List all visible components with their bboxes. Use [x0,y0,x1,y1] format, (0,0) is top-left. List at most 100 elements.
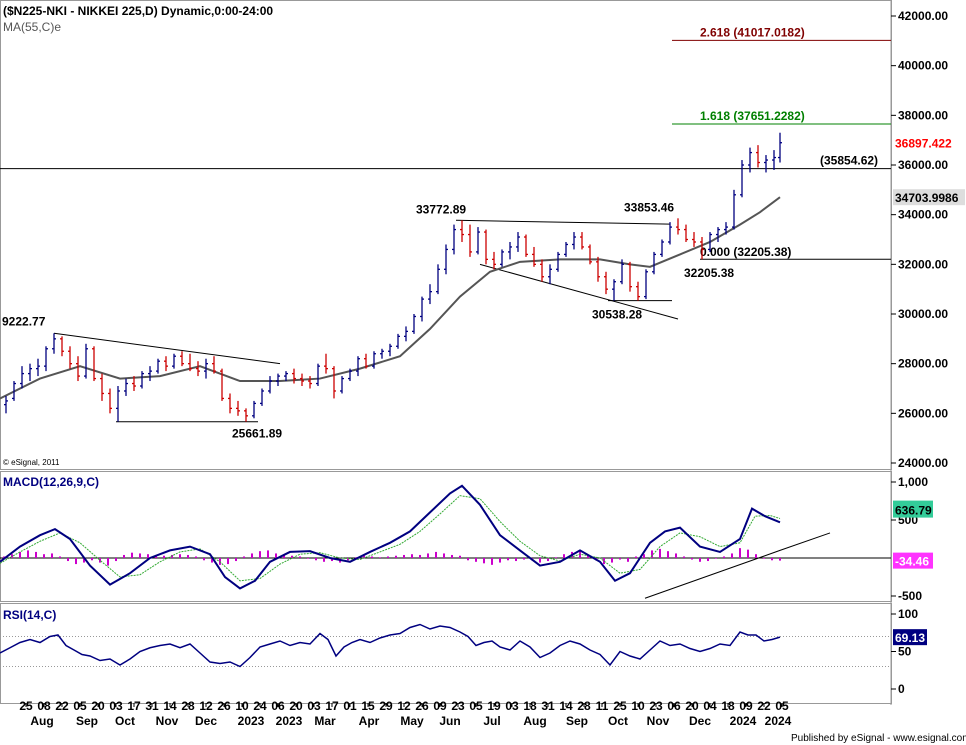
x-day-label: 23 [649,699,663,713]
x-day-label: 17 [127,699,141,713]
x-day-label: 26 [415,699,429,713]
x-day-label: 11 [596,699,609,713]
price-annotations: 9222.77 25661.89 33772.89 33853.46 32205.38 3… [2,200,734,440]
x-day-label: 08 [37,699,51,713]
upper-channel-aug-dec [53,332,281,365]
price-tick-label: 26000.00 [898,406,948,420]
price-tick-label: 38000.00 [898,108,948,122]
lower-channel-jun-nov [479,263,679,320]
x-day-label: 03 [505,699,519,713]
x-month-label: Nov [156,714,179,728]
x-month-label: Apr [359,714,380,728]
price-trendlines [53,219,679,423]
x-month-label: Nov [647,714,670,728]
rsi-last-box [893,629,927,646]
resistance-label: (35854.62) [820,154,878,168]
x-month-label: Sep [566,714,588,728]
x-month-label: Jun [439,714,460,728]
macd-panel-frame [0,471,892,602]
x-month-label: 2023 [238,714,265,728]
price-tick-label: 24000.00 [898,456,948,470]
chart-title: ($N225-NKI - NIKKEI 225,D) Dynamic,0:00-… [3,4,273,18]
price-tick-label: 32000.00 [898,257,948,271]
price-annotation: 30538.28 [592,308,642,322]
x-day-label: 23 [451,699,465,713]
x-day-label: 05 [775,699,789,713]
x-day-label: 31 [541,699,555,713]
macd-hist-last-label: -34.46 [895,555,929,569]
x-day-label: 06 [667,699,681,713]
x-day-label: 10 [235,699,249,713]
rsi-title: RSI(14,C) [3,608,56,622]
macd-last-label: 636.79 [895,504,932,518]
x-day-label: 09 [739,699,753,713]
x-month-label: Dec [195,714,217,728]
x-axis: 25 08 22 05 20 03 17 31 14 28 12 26 10 24 06 20 03 17 01 15… [19,699,791,728]
rsi-panel-frame [0,603,892,704]
price-annotation: 9222.77 [2,314,46,328]
x-day-label: 20 [289,699,303,713]
ma55-line [0,196,781,400]
price-tick-label: 42000.00 [898,9,948,23]
price-tick-label: 40000.00 [898,59,948,73]
ma-legend: MA(55,C)e [3,20,61,34]
x-month-label: 2024 [765,714,792,728]
price-annotation: 33772.89 [416,202,466,216]
x-month-label: Jul [483,714,500,728]
x-month-label: Mar [314,714,336,728]
rsi-tick-label: 50 [898,645,912,659]
x-day-label: 09 [433,699,447,713]
fib-zero-label: 0.000 (32205.38) [700,245,791,259]
x-day-label: 12 [199,699,213,713]
x-day-label: 06 [271,699,285,713]
rsi-line [0,623,781,668]
price-tick-label: 28000.00 [898,357,948,371]
x-day-label: 12 [397,699,411,713]
x-day-label: 18 [721,699,735,713]
fib-level-label: 1.618 (37651.2282) [700,109,805,123]
x-day-label: 14 [559,699,573,713]
rsi-layer: 100 50 0 69.13 [0,607,927,696]
x-month-label: Sep [76,714,98,728]
price-axis: 42000.00 40000.00 38000.00 36000.00 34000.00… [891,9,965,470]
macd-tick-label: -500 [898,589,922,603]
x-month-label: Aug [523,714,546,728]
x-month-label: Dec [689,714,711,728]
x-day-label: 25 [19,699,33,713]
x-day-label: 22 [55,699,69,713]
price-tick-label: 30000.00 [898,307,948,321]
x-day-label: 10 [631,699,645,713]
x-day-label: 25 [613,699,627,713]
x-month-label: 2024 [730,714,757,728]
x-day-label: 24 [253,699,267,713]
last-ma-label: 34703.9986 [895,191,959,205]
rsi-tick-label: 0 [898,682,905,696]
x-month-label: Oct [608,714,628,728]
macd-hist-last-box [893,552,933,569]
macd-title: MACD(12,26,9,C) [3,475,99,489]
x-day-label: 03 [109,699,123,713]
x-month-label: 2023 [276,714,303,728]
price-annotation: 33853.46 [624,200,674,214]
macd-trend-line [644,532,831,599]
rsi-tick-label: 100 [898,607,918,621]
ma55-layer [0,196,781,400]
upper-channel-jun-nov [455,219,671,225]
x-day-label: 05 [469,699,483,713]
x-day-label: 18 [523,699,537,713]
macd-tick-label: 1,000 [898,475,928,489]
x-day-label: 28 [181,699,195,713]
x-month-label: May [400,714,424,728]
price-annotation: 32205.38 [684,266,734,280]
x-day-label: 01 [343,699,357,713]
price-panel-frame [0,0,892,470]
x-day-label: 20 [685,699,699,713]
macd-line [0,484,781,590]
x-day-label: 31 [145,699,159,713]
x-day-label: 20 [91,699,105,713]
x-day-label: 04 [703,699,717,713]
last-price-label: 36897.422 [895,137,952,151]
macd-signal-line [0,495,781,582]
